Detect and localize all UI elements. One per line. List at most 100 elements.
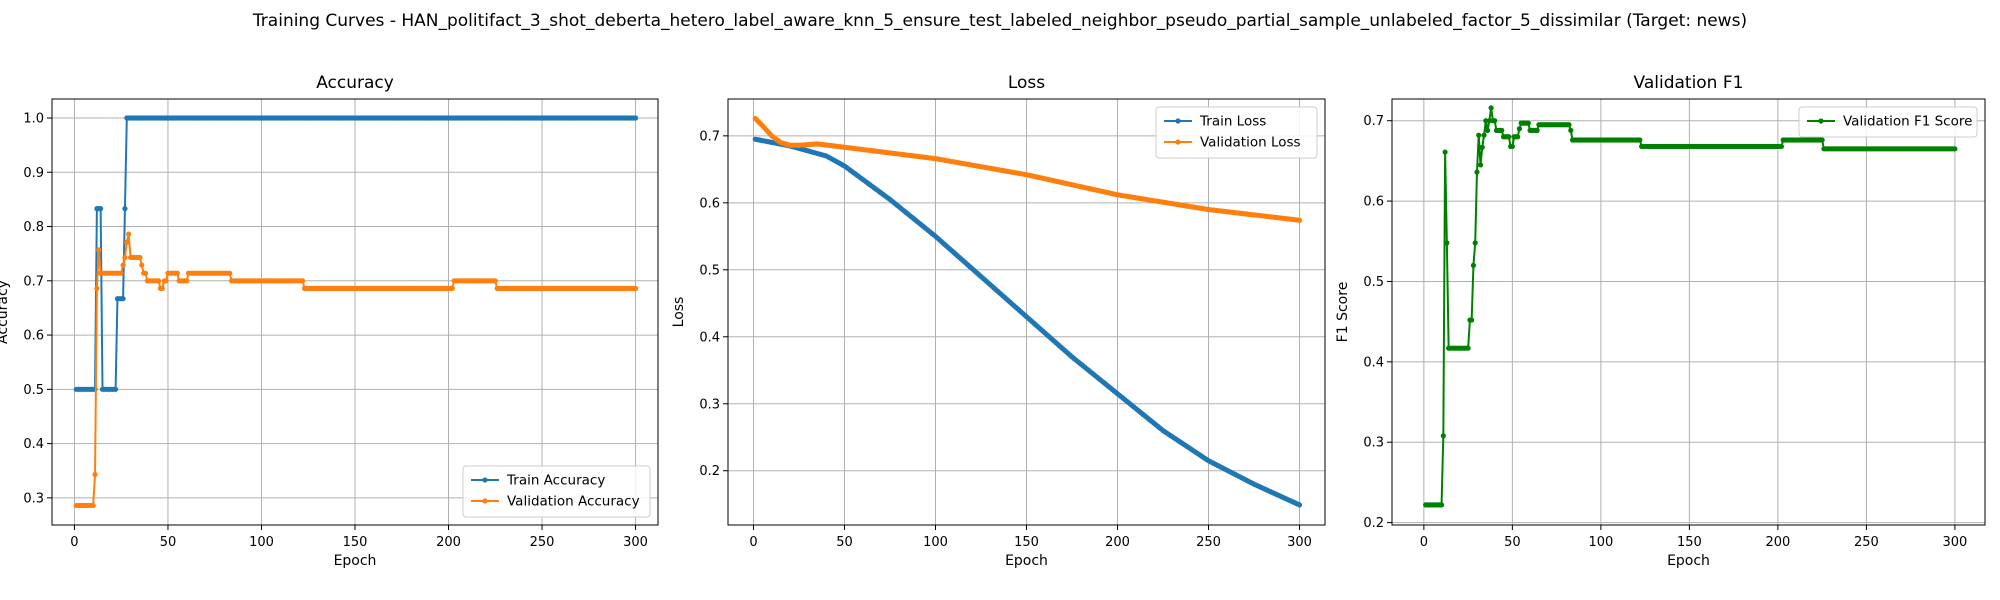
f1-data-point (1515, 134, 1521, 140)
accuracy-data-point (142, 270, 149, 276)
loss-y-tick-label: 0.6 (699, 196, 720, 211)
accuracy-x-tick-label: 100 (249, 535, 274, 550)
f1-data-point (1470, 262, 1477, 268)
loss-x-tick-label: 100 (923, 535, 948, 550)
f1-x-tick-label: 0 (1420, 535, 1428, 550)
accuracy-data-point (112, 386, 119, 392)
loss-axes-frame (727, 98, 1326, 526)
f1-x-tick-label: 100 (1588, 535, 1613, 550)
loss-legend-marker (1175, 118, 1181, 124)
accuracy-legend-box (462, 465, 651, 518)
accuracy-x-tick-label: 200 (436, 535, 461, 550)
legend-train-accuracy-label: Train Accuracy (506, 473, 605, 489)
f1-data-point (1534, 127, 1540, 133)
accuracy-x-axis-label: Epoch (334, 553, 377, 569)
accuracy-data-point (122, 254, 128, 261)
f1-series-0 (1423, 105, 1958, 508)
accuracy-x-tick-label: 50 (160, 535, 177, 550)
accuracy-data-point (137, 254, 143, 261)
f1-data-point (1637, 137, 1643, 143)
accuracy-data-point (163, 278, 169, 284)
accuracy-y-axis-label: Accuracy (0, 280, 11, 344)
f1-data-point (1952, 146, 1958, 152)
f1-y-tick-label: 0.5 (1363, 275, 1384, 290)
accuracy-panel: Accuracy Epoch Accuracy Train Accuracy V… (0, 73, 659, 569)
loss-y-tick-label: 0.4 (699, 330, 720, 345)
f1-x-tick-label: 50 (1504, 535, 1521, 550)
f1-data-point (1778, 143, 1785, 150)
legend-validation-f1-label: Validation F1 Score (1843, 114, 1972, 130)
accuracy-y-tick-label: 0.8 (23, 220, 44, 235)
accuracy-x-tick-label: 250 (530, 535, 555, 550)
f1-data-point (1516, 126, 1523, 132)
loss-series-line (755, 138, 1300, 506)
f1-y-tick-label: 0.3 (1363, 436, 1384, 451)
accuracy-legend-marker (482, 477, 488, 483)
f1-y-tick-label: 0.7 (1363, 114, 1384, 129)
loss-legend-box (1155, 106, 1318, 159)
f1-legend: Validation F1 Score (1798, 106, 1978, 138)
loss-panel: Loss Epoch Loss Train Loss Validation Lo… (671, 73, 1326, 569)
accuracy-data-point (449, 285, 455, 291)
accuracy-series-line (76, 116, 636, 391)
loss-x-tick-label: 300 (1287, 535, 1312, 550)
f1-data-point (1474, 169, 1480, 175)
accuracy-series-1 (73, 231, 639, 509)
accuracy-data-point (159, 285, 165, 291)
accuracy-x-tick-label: 0 (70, 535, 78, 550)
loss-x-tick-label: 200 (1105, 535, 1130, 550)
accuracy-axes-frame (51, 98, 659, 526)
f1-data-point (1438, 502, 1445, 508)
f1-x-tick-label: 250 (1854, 535, 1879, 550)
loss-y-axis-label: Loss (671, 297, 687, 328)
loss-legend: Train Loss Validation Loss (1155, 106, 1318, 159)
accuracy-series-0 (73, 115, 639, 392)
f1-data-point (1440, 433, 1446, 439)
f1-x-tick-label: 200 (1765, 535, 1790, 550)
loss-x-axis-label: Epoch (1005, 553, 1048, 569)
f1-x-tick-label: 150 (1677, 535, 1702, 550)
figure-suptitle: Training Curves - HAN_politifact_3_shot_… (252, 11, 1747, 31)
f1-data-point (1442, 149, 1448, 155)
accuracy-data-point (90, 502, 96, 509)
accuracy-data-point (174, 270, 180, 276)
loss-series-0 (752, 136, 1303, 508)
accuracy-y-tick-label: 1.0 (23, 111, 44, 126)
f1-data-point (1506, 134, 1512, 140)
loss-data-point (1296, 217, 1303, 223)
accuracy-gridlines (52, 99, 658, 525)
accuracy-data-point (94, 285, 100, 291)
accuracy-data-point (632, 115, 639, 121)
accuracy-data-point (96, 247, 102, 253)
f1-x-axis-label: Epoch (1667, 553, 1710, 569)
accuracy-data-point (122, 206, 128, 212)
f1-data-point (1509, 143, 1515, 150)
accuracy-data-point (120, 296, 126, 302)
accuracy-y-tick-label: 0.9 (23, 166, 44, 181)
accuracy-data-point (126, 231, 132, 237)
f1-y-axis-label: F1 Score (1335, 282, 1351, 343)
accuracy-data-point (98, 206, 104, 212)
f1-data-point (1444, 240, 1450, 246)
f1-data-point (1568, 127, 1574, 133)
loss-y-tick-label: 0.3 (699, 397, 720, 412)
accuracy-legend: Train Accuracy Validation Accuracy (462, 465, 651, 518)
f1-series-line (1425, 107, 1955, 506)
loss-gridlines (728, 99, 1325, 525)
accuracy-data-point (124, 239, 130, 245)
f1-data-point (1819, 137, 1825, 143)
f1-panel-title: Validation F1 (1634, 73, 1744, 93)
accuracy-data-point (184, 278, 190, 284)
accuracy-data-point (156, 278, 162, 284)
f1-y-tick-label: 0.6 (1363, 195, 1384, 210)
loss-y-tick-label: 0.5 (699, 263, 720, 278)
f1-x-tick-label: 300 (1942, 535, 1967, 550)
loss-y-tick-label: 0.7 (699, 129, 720, 144)
f1-legend-box (1798, 106, 1978, 138)
accuracy-data-point (300, 278, 306, 284)
loss-x-tick-label: 250 (1196, 535, 1221, 550)
f1-data-point (1477, 162, 1484, 168)
f1-data-point (1479, 144, 1485, 150)
f1-data-point (1566, 122, 1572, 128)
